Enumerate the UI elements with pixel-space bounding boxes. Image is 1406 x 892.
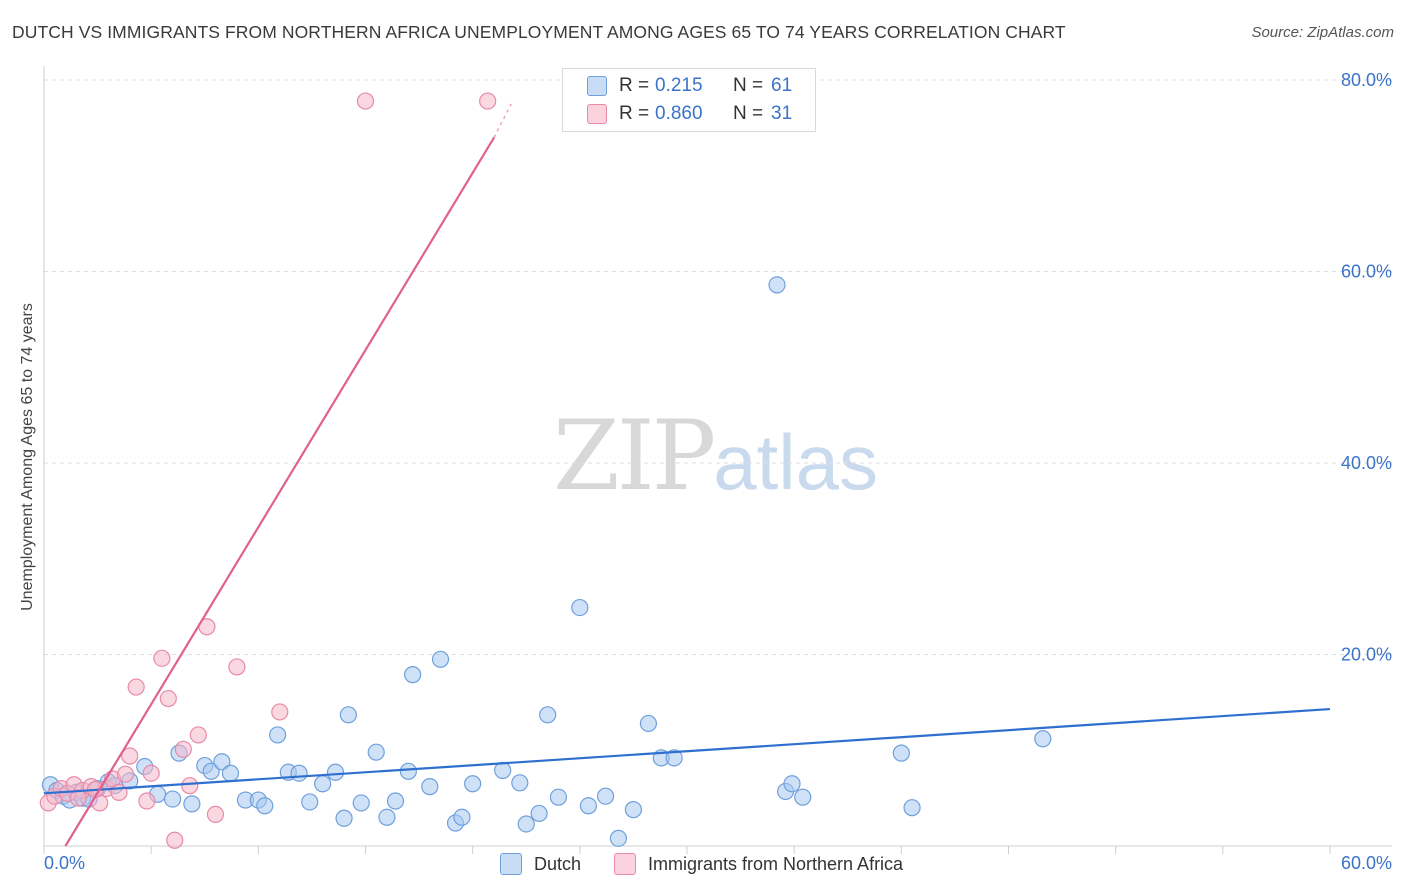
dutch-point [421,778,439,796]
x-tick-label: 0.0% [44,853,85,873]
dutch-point [164,790,182,808]
dutch-point [339,706,357,724]
dutch-point [399,762,417,780]
immigrants-point [189,726,207,744]
immigrants-point [121,747,139,765]
dutch-point [530,804,548,823]
dutch-point [609,829,628,847]
x-tick-label: 60.0% [1341,853,1392,873]
bottom-legend-label-dutch: Dutch [534,853,582,874]
dutch-point [367,743,385,761]
bottom-legend-label-immigrants: Immigrants from Northern Africa [648,853,904,874]
dutch-point [794,788,812,806]
dutch-point [549,788,568,806]
dutch-point [431,650,450,668]
dutch-point [596,787,615,805]
bottom-legend-immigrants: Immigrants from Northern Africa [614,852,903,876]
dutch-point [624,801,643,819]
dutch-point [1034,730,1052,748]
immigrants-point [110,783,128,801]
y-tick-label: 20.0% [1341,645,1392,665]
immigrants-point [153,649,171,667]
dutch-point [768,276,786,294]
immigrants-point [181,777,199,795]
immigrants-trend-line [64,136,496,847]
source-credit: Source: ZipAtlas.com [1251,24,1394,41]
dutch-point [453,808,471,826]
dutch-point [256,797,274,815]
immigrants-point [142,764,160,782]
dutch-point [326,763,345,781]
watermark-zip: ZIP [553,400,716,512]
dutch-point [290,764,308,782]
bottom-legend-swatch-dutch [500,853,522,875]
dutch-point [386,792,405,810]
dutch-point [517,815,535,833]
dutch-point [213,753,231,771]
legend-n-label: N = [733,103,764,124]
dutch-point [183,795,201,813]
dutch-point [269,726,287,744]
dutch-point [378,808,396,826]
dutch-point [579,797,598,815]
legend-r-label: R = [619,103,650,124]
dutch-point [352,794,370,812]
immigrants-point [228,658,246,676]
immigrants-point [166,831,184,849]
immigrants-point [159,689,177,708]
legend-r-label: R = [619,75,650,96]
dutch-point [404,666,422,684]
legend-r-value: 0.860 [655,103,703,124]
dutch-point [314,775,332,793]
dutch-point [665,749,683,767]
immigrants-point [356,92,375,110]
watermark-atlas: atlas [713,418,878,506]
immigrants-point [174,740,192,758]
legend-n-value: 61 [771,75,793,96]
dutch-trend-line [43,707,1331,795]
legend-r-value: 0.215 [655,75,703,96]
dutch-point [301,793,319,811]
bottom-legend-dutch: Dutch [500,852,581,876]
dutch-point [892,744,910,762]
dutch-point [639,714,658,733]
y-tick-label: 80.0% [1341,70,1392,90]
legend-n-value: 31 [771,103,793,124]
dutch-point [539,706,557,724]
bottom-legend-swatch-immigrants [614,853,636,875]
dutch-point [511,774,529,792]
legend-swatch-immigrants [587,104,607,124]
watermark: ZIPatlas [553,400,878,512]
immigrants-point [271,703,289,721]
dutch-point [783,775,801,793]
legend-n-label: N = [733,75,764,96]
dutch-point [221,764,240,782]
correlation-legend: R = 0.215 N = 61 R = 0.860 N = 31 [562,68,816,132]
immigrants-point [116,765,135,783]
y-tick-label: 60.0% [1341,262,1392,282]
immigrants-point [138,792,156,810]
chart-title: DUTCH VS IMMIGRANTS FROM NORTHERN AFRICA… [12,22,1066,42]
immigrants-point [127,678,145,696]
dutch-point [494,761,512,779]
dutch-point [903,799,921,817]
immigrants-point [479,92,497,110]
immigrants-point [206,805,225,824]
immigrants-trend-extension [493,103,512,138]
dutch-point [464,775,482,793]
legend-swatch-dutch [587,76,607,96]
dutch-point [202,762,220,780]
dutch-point [335,809,353,827]
dutch-point [571,598,589,617]
y-tick-label: 40.0% [1341,453,1392,473]
